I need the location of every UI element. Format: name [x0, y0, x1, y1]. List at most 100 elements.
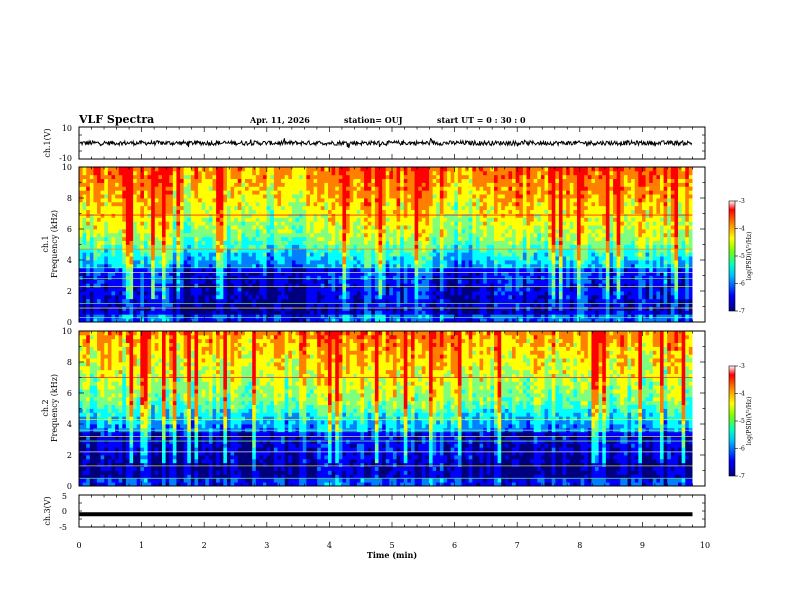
spectrogram-cell [147, 236, 152, 242]
spectrogram-cell [281, 170, 286, 176]
spectrogram-cell [501, 271, 506, 276]
spectrogram-cell [270, 263, 275, 269]
spectrogram-cell [349, 279, 354, 284]
spectrogram-cell [125, 182, 130, 187]
spectrogram-cell [107, 190, 112, 195]
spectrogram-cell [338, 170, 343, 176]
spectrogram-cell [414, 314, 419, 319]
spectrogram-cell [353, 252, 358, 257]
spectrogram-cell [346, 201, 351, 207]
spectrogram-cell [273, 232, 278, 238]
spectrogram-cell [349, 178, 354, 183]
spectrogram-cell [255, 205, 260, 211]
spectrogram-cell [367, 167, 372, 172]
spectrogram-cell [302, 178, 307, 183]
spectrogram-cell [226, 209, 231, 214]
spectrogram-cell [216, 306, 221, 311]
spectrogram-cell [414, 194, 419, 199]
spectrogram-cell [223, 275, 228, 280]
spectrogram-cell [501, 314, 506, 319]
spectrogram-cell [205, 217, 210, 222]
spectrogram-cell [515, 256, 520, 261]
spectrogram-cell [425, 275, 430, 280]
spectrogram-cell [263, 221, 268, 226]
spectrogram-cell [490, 205, 495, 211]
spectrogram-cell [411, 201, 416, 207]
spectrogram-cell [335, 217, 340, 222]
spectrogram-cell [313, 221, 318, 226]
spectrogram-cell [432, 244, 437, 249]
spectrogram-cell [208, 221, 213, 226]
spectrogram-cell [515, 298, 520, 304]
spectrogram-cell [392, 298, 397, 304]
spectrogram-cell [284, 198, 289, 203]
spectrogram-cell [475, 178, 480, 183]
spectrogram-cell [457, 182, 462, 187]
spectrogram-cell [490, 298, 495, 304]
spectrogram-cell [512, 209, 517, 214]
spectrogram-cell [407, 244, 412, 249]
spectrogram-cell [230, 298, 235, 304]
spectrogram-cell [183, 267, 188, 273]
spectrogram-cell [468, 302, 473, 307]
spectrogram-cell [194, 229, 199, 234]
spectrogram-cell [461, 291, 466, 296]
spectrogram-cell [479, 256, 484, 261]
spectrogram-cell [367, 174, 372, 180]
spectrogram-cell [93, 260, 98, 265]
spectrogram-cell [421, 275, 426, 280]
spectrogram-cell [194, 194, 199, 199]
spectrogram-cell [165, 229, 170, 234]
spectrogram-cell [172, 298, 177, 304]
spectrogram-cell [147, 298, 152, 304]
spectrogram-cell [86, 194, 91, 199]
spectrogram-cell [328, 198, 333, 203]
spectrogram-cell [382, 232, 387, 238]
spectrogram-cell [266, 170, 271, 176]
spectrogram-cell [158, 209, 163, 214]
spectrogram-cell [504, 170, 509, 176]
spectrogram-cell [162, 178, 167, 183]
spectrogram-cell [277, 190, 282, 195]
spectrogram-cell [263, 302, 268, 307]
spectrogram-cell [461, 244, 466, 249]
spectrogram-cell [461, 194, 466, 199]
spectrogram-cell [374, 201, 379, 207]
spectrogram-cell [180, 263, 185, 269]
spectrogram-cell [89, 252, 94, 257]
spectrogram-cell [205, 263, 210, 269]
spectrogram-cell [349, 225, 354, 230]
spectrogram-cell [364, 232, 369, 238]
spectrogram-cell [172, 240, 177, 245]
spectrogram-cell [248, 291, 253, 296]
spectrogram-cell [508, 294, 513, 300]
spectrogram-cell [89, 287, 94, 292]
spectrogram-cell [158, 252, 163, 257]
spectrogram-cell [418, 291, 423, 296]
spectrogram-cell [241, 229, 246, 234]
spectrogram-cell [378, 267, 383, 273]
spectrogram-cell [230, 283, 235, 288]
spectrogram-cell [432, 221, 437, 226]
spectrogram-cell [313, 167, 318, 172]
spectrogram-cell [454, 217, 459, 222]
spectrogram-cell [281, 213, 286, 218]
spectrogram-cell [360, 229, 365, 234]
spectrogram-cell [219, 178, 224, 183]
spectrogram-cell [367, 201, 372, 207]
spectrogram-cell [421, 256, 426, 261]
spectrogram-cell [133, 205, 138, 211]
spectrogram-cell [187, 279, 192, 284]
spectrogram-cell [472, 229, 477, 234]
spectrogram-cell [277, 236, 282, 242]
spectrogram-cell [421, 283, 426, 288]
spectrogram-cell [299, 178, 304, 183]
spectrogram-cell [317, 178, 322, 183]
spectrogram-cell [483, 263, 488, 269]
spectrogram-cell [389, 287, 394, 292]
spectrogram-cell [374, 271, 379, 276]
spectrogram-cell [429, 209, 434, 214]
spectrogram-cell [248, 225, 253, 230]
spectrogram-cell [255, 267, 260, 273]
spectrogram-cell [396, 213, 401, 218]
